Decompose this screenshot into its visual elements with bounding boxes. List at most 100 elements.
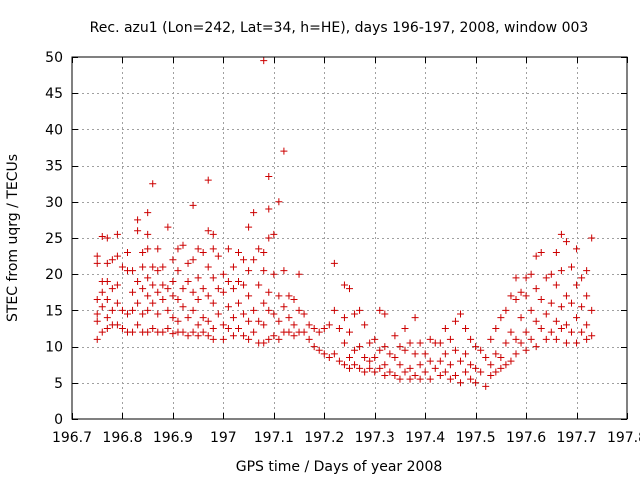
data-point (285, 314, 293, 322)
data-point (477, 368, 485, 376)
data-point (502, 339, 510, 347)
data-point (285, 328, 293, 336)
data-point (108, 306, 116, 314)
data-point (406, 364, 414, 372)
data-point (275, 335, 283, 343)
data-point (583, 267, 591, 275)
data-point (305, 335, 313, 343)
data-point (235, 325, 242, 332)
data-point (457, 357, 464, 365)
data-point (219, 288, 227, 296)
data-point (532, 317, 540, 325)
data-point (260, 299, 268, 307)
data-point (346, 353, 353, 361)
data-point (547, 328, 555, 336)
data-point (396, 343, 404, 351)
data-point (260, 248, 268, 256)
data-point (482, 382, 490, 390)
data-point (144, 245, 152, 253)
data-point (502, 361, 510, 369)
data-point (189, 256, 197, 264)
data-point (103, 325, 111, 332)
data-point (401, 346, 409, 354)
x-tick-label: 196.8 (102, 430, 142, 446)
data-point (103, 296, 111, 304)
data-point (391, 353, 399, 361)
data-point (260, 267, 268, 275)
data-point (295, 306, 303, 314)
data-point (361, 368, 369, 376)
data-point (194, 296, 202, 304)
x-tick-label: 197.7 (556, 430, 596, 446)
data-point (164, 223, 172, 231)
data-point (562, 339, 570, 347)
data-point (573, 314, 581, 322)
data-point (129, 328, 137, 336)
x-tick-label: 197.1 (254, 430, 294, 446)
data-point (209, 230, 217, 238)
data-point (371, 368, 379, 376)
x-tick-label: 197.3 (355, 430, 395, 446)
data-point (512, 335, 520, 343)
data-point (356, 364, 364, 372)
data-point (224, 303, 232, 311)
data-point (98, 233, 106, 241)
data-point (219, 321, 227, 329)
data-point (149, 325, 157, 332)
data-point (325, 353, 333, 361)
data-point (578, 303, 586, 311)
data-point (340, 314, 348, 322)
data-point (497, 353, 505, 361)
data-point (346, 328, 353, 336)
data-point (532, 252, 540, 260)
data-point (134, 299, 142, 307)
y-axis-label: STEC from uqrg / TECUs (5, 154, 21, 322)
data-point (371, 335, 379, 343)
data-point (209, 274, 217, 282)
x-tick-label: 197.6 (506, 430, 546, 446)
data-point (224, 277, 232, 285)
data-point (240, 281, 248, 289)
data-point (366, 339, 374, 347)
y-tick-label: 50 (45, 50, 63, 66)
data-point (144, 292, 152, 300)
data-point (472, 379, 480, 387)
data-point (169, 292, 177, 300)
data-point (396, 375, 404, 383)
data-point (209, 245, 217, 253)
y-tick-label: 35 (45, 159, 63, 175)
data-point (522, 328, 530, 336)
data-point (426, 375, 434, 383)
data-point (451, 346, 459, 354)
data-point (245, 223, 253, 231)
data-point (149, 281, 157, 289)
data-point (421, 350, 429, 358)
data-point (204, 292, 212, 300)
data-point (588, 332, 596, 340)
data-point (103, 314, 111, 322)
data-point (103, 277, 111, 285)
data-point (497, 364, 505, 372)
data-point (265, 205, 273, 213)
data-point (426, 335, 434, 343)
data-point (144, 306, 152, 314)
data-point (568, 299, 575, 307)
data-point (557, 303, 565, 311)
data-point (199, 328, 207, 336)
data-point (189, 306, 197, 314)
data-point (179, 241, 187, 249)
data-point (229, 285, 237, 293)
data-point (573, 339, 581, 347)
data-point (315, 328, 323, 336)
data-point (129, 288, 137, 296)
data-point (340, 281, 348, 289)
data-point (477, 346, 485, 354)
data-point (108, 285, 116, 293)
data-point (588, 234, 596, 242)
data-point (542, 274, 550, 282)
data-point (179, 285, 187, 293)
data-point (557, 325, 565, 332)
data-point (436, 357, 444, 365)
data-point (573, 281, 581, 289)
